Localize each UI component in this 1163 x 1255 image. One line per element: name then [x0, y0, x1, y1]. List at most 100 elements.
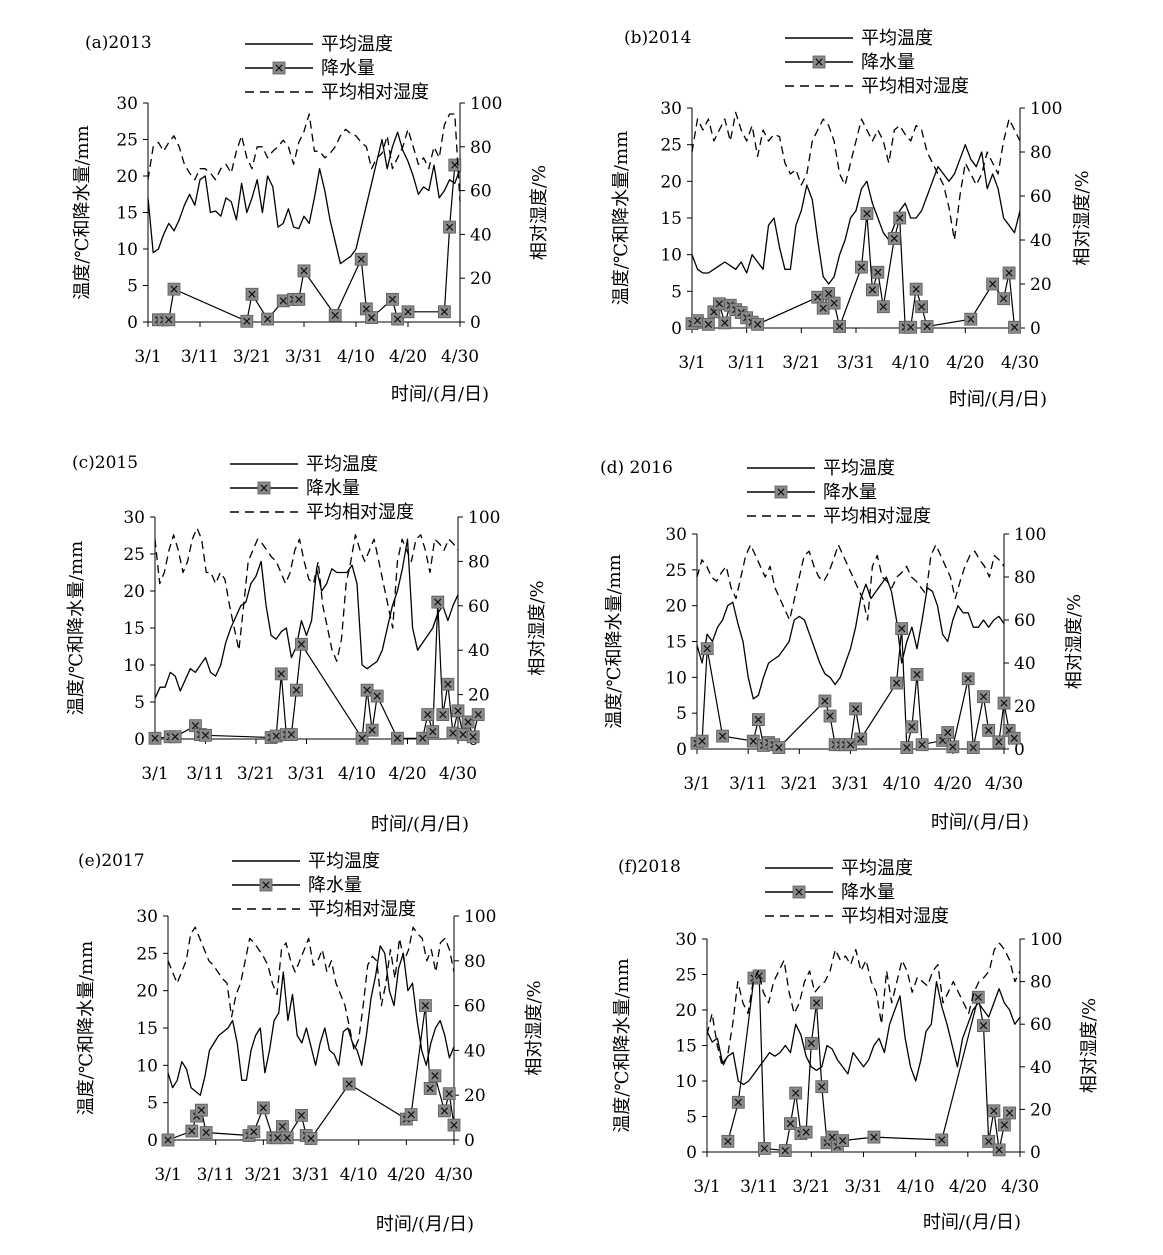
precip-point [162, 313, 176, 327]
y-left-axis-title: 温度/℃和降水量/mm [612, 958, 633, 1132]
y-right-tick-label: 40 [464, 1041, 486, 1061]
precip-point [466, 730, 480, 744]
precip-point [447, 1118, 461, 1132]
precip-point [438, 1104, 451, 1118]
y-right-tick-label: 60 [464, 997, 486, 1017]
precip-point [1007, 731, 1021, 745]
precip-point [431, 595, 445, 609]
legend-rh-label: 平均相对湿度 [823, 506, 931, 527]
x-tick-label: 4/30 [441, 347, 479, 367]
series-temp-line [696, 576, 1005, 700]
y-right-tick-label: 0 [464, 1131, 475, 1151]
precip-point [860, 207, 874, 221]
y-right-axis-title: 相对湿度/% [1072, 170, 1093, 265]
x-tick-label: 3/21 [792, 1177, 830, 1197]
precip-point [815, 1080, 829, 1094]
precip-point [867, 1130, 881, 1144]
precip-point [987, 1104, 1001, 1118]
y-left-tick-label: 20 [675, 1001, 697, 1021]
y-left-axis-title: 温度/℃和降水量/mm [611, 131, 632, 305]
series-precip-line [691, 213, 1016, 329]
x-tick-label: 3/21 [233, 347, 271, 367]
precip-point [811, 290, 825, 304]
y-left-tick-label: 25 [116, 131, 138, 151]
precip-point [421, 708, 435, 721]
precip-point [910, 668, 924, 681]
panel-title: (c)2015 [72, 453, 138, 473]
legend-temp-label: 平均温度 [841, 858, 913, 879]
y-right-tick-label: 40 [470, 225, 492, 245]
precip-point [1008, 320, 1021, 334]
x-tick-label: 3/11 [186, 764, 224, 784]
precip-point [871, 265, 885, 279]
series-rh-line [691, 111, 1021, 241]
precip-point [893, 211, 907, 225]
precip-point [391, 312, 405, 326]
y-right-tick-label: 40 [1030, 231, 1052, 251]
precip-point [355, 731, 369, 745]
precip-point [691, 314, 704, 328]
precip-point [304, 1132, 318, 1145]
y-right-tick-label: 80 [464, 952, 486, 972]
precip-point [977, 1019, 990, 1033]
y-left-tick-label: 25 [675, 966, 697, 986]
x-tick-label: 4/10 [897, 1177, 935, 1197]
precip-point [385, 292, 399, 306]
x-axis-title: 时间/(月/日) [391, 384, 489, 405]
y-right-tick-label: 20 [1030, 275, 1052, 295]
precip-point [778, 1144, 792, 1157]
x-tick-label: 3/1 [134, 347, 161, 367]
x-tick-label: 4/30 [439, 764, 477, 784]
precip-point [274, 667, 288, 681]
series-rh-line [154, 527, 459, 662]
chart-panel-3: (c)2015平均温度降水量平均相对湿度05101520253002040608… [66, 453, 548, 835]
x-tick-label: 3/1 [683, 774, 710, 794]
y-left-tick-label: 10 [123, 656, 145, 676]
y-left-tick-label: 10 [675, 1072, 697, 1092]
precip-point [247, 1125, 261, 1139]
legend-precip-marker [272, 61, 286, 75]
y-left-tick-label: 30 [116, 94, 138, 114]
precip-point [292, 292, 306, 306]
precip-point [360, 683, 374, 697]
precip-point [437, 305, 451, 319]
x-axis-title: 时间/(月/日) [376, 1214, 474, 1235]
x-tick-label: 3/11 [728, 353, 766, 373]
precip-point [284, 728, 298, 741]
x-tick-label: 3/31 [292, 1165, 330, 1185]
y-right-tick-label: 20 [468, 686, 490, 706]
precip-point [426, 725, 440, 738]
precip-point [148, 731, 162, 745]
precip-point [451, 704, 465, 718]
y-right-tick-label: 100 [1030, 99, 1062, 119]
precip-point [401, 305, 415, 319]
y-left-tick-label: 30 [665, 525, 687, 545]
precip-point [836, 1134, 850, 1148]
y-right-tick-label: 0 [470, 313, 481, 333]
precip-point [261, 312, 275, 326]
series-temp-line [691, 144, 1021, 285]
x-axis-title: 时间/(月/日) [371, 814, 469, 835]
y-left-tick-label: 20 [665, 597, 687, 617]
precip-point [915, 738, 929, 752]
y-right-tick-label: 40 [468, 641, 490, 661]
y-left-tick-label: 15 [116, 204, 138, 224]
y-right-tick-label: 40 [1014, 654, 1036, 674]
precip-point [982, 1134, 996, 1148]
y-left-tick-label: 20 [136, 982, 158, 1002]
y-right-tick-label: 0 [1014, 740, 1025, 760]
x-tick-label: 4/20 [387, 1165, 425, 1185]
precip-point [833, 320, 846, 333]
precip-point [971, 990, 985, 1004]
precip-point [751, 317, 764, 331]
legend-precip-label: 降水量 [306, 478, 360, 499]
series-precip-line [696, 628, 1015, 750]
x-tick-label: 3/1 [141, 764, 168, 784]
precip-point [854, 732, 868, 746]
